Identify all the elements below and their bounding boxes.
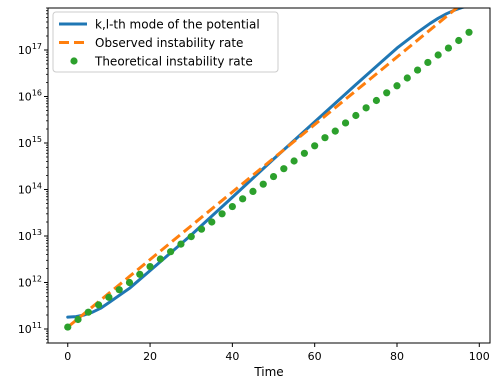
- data-point-theoretical: [434, 51, 442, 59]
- plot-area: [64, 8, 473, 331]
- data-point-theoretical: [300, 149, 308, 157]
- data-point-theoretical: [136, 270, 144, 278]
- y-tick-label: 1015: [18, 135, 42, 150]
- data-point-theoretical: [362, 104, 370, 112]
- data-point-theoretical: [444, 44, 453, 52]
- x-tick-label: 100: [469, 350, 490, 363]
- data-point-theoretical: [105, 293, 113, 301]
- data-point-theoretical: [167, 248, 175, 256]
- x-axis-label: Time: [253, 365, 283, 379]
- data-point-theoretical: [321, 134, 329, 142]
- data-point-theoretical: [290, 157, 298, 165]
- series-line-observed: [66, 8, 460, 329]
- data-point-theoretical: [280, 165, 288, 173]
- y-tick-label: 1017: [18, 42, 42, 57]
- data-point-theoretical: [156, 255, 164, 263]
- legend-marker-theoretical: [70, 57, 78, 65]
- data-point-theoretical: [146, 262, 154, 271]
- x-tick-label: 40: [225, 350, 239, 363]
- data-point-theoretical: [95, 301, 103, 309]
- y-tick-label: 1013: [18, 228, 42, 243]
- legend: k,l-th mode of the potential Observed ins…: [52, 11, 279, 73]
- data-point-theoretical: [177, 240, 185, 248]
- data-point-theoretical: [208, 218, 216, 226]
- data-point-theoretical: [341, 119, 350, 127]
- data-point-theoretical: [249, 187, 257, 195]
- data-point-theoretical: [331, 127, 339, 135]
- data-point-theoretical: [465, 28, 473, 36]
- data-point-theoretical: [455, 36, 463, 45]
- legend-label: Theoretical instability rate: [94, 55, 253, 69]
- data-point-theoretical: [125, 278, 134, 287]
- x-tick-label: 60: [308, 350, 322, 363]
- x-tick-label: 0: [64, 350, 71, 363]
- legend-label: Observed instability rate: [95, 36, 243, 50]
- y-tick-label: 1016: [18, 88, 42, 103]
- data-point-theoretical: [74, 315, 82, 324]
- data-point-theoretical: [84, 308, 92, 316]
- data-point-theoretical: [403, 74, 411, 82]
- y-tick-label: 1014: [18, 181, 42, 196]
- y-tick-label: 1011: [18, 321, 42, 336]
- data-point-theoretical: [383, 89, 391, 97]
- data-point-theoretical: [424, 58, 432, 67]
- data-point-theoretical: [259, 180, 267, 188]
- data-point-theoretical: [269, 172, 278, 181]
- data-point-theoretical: [372, 96, 381, 105]
- data-point-theoretical: [218, 210, 226, 218]
- data-point-theoretical: [187, 233, 195, 241]
- legend-box: [52, 11, 279, 73]
- legend-label: k,l-th mode of the potential: [95, 18, 260, 32]
- data-point-theoretical: [228, 202, 236, 211]
- data-point-theoretical: [197, 225, 206, 233]
- data-point-theoretical: [115, 286, 123, 294]
- axis-ticks: 0 20 40 60 80 100 1011 1012 1013 1014 1015 1016 1017: [18, 7, 490, 363]
- y-tick-label: 1012: [18, 275, 42, 290]
- data-point-theoretical: [311, 142, 319, 150]
- data-point-theoretical: [64, 323, 72, 331]
- data-point-theoretical: [413, 66, 422, 74]
- data-point-theoretical: [352, 111, 360, 120]
- x-tick-label: 20: [143, 350, 157, 363]
- data-point-theoretical: [393, 82, 401, 90]
- data-point-theoretical: [239, 195, 247, 203]
- x-tick-label: 80: [390, 350, 404, 363]
